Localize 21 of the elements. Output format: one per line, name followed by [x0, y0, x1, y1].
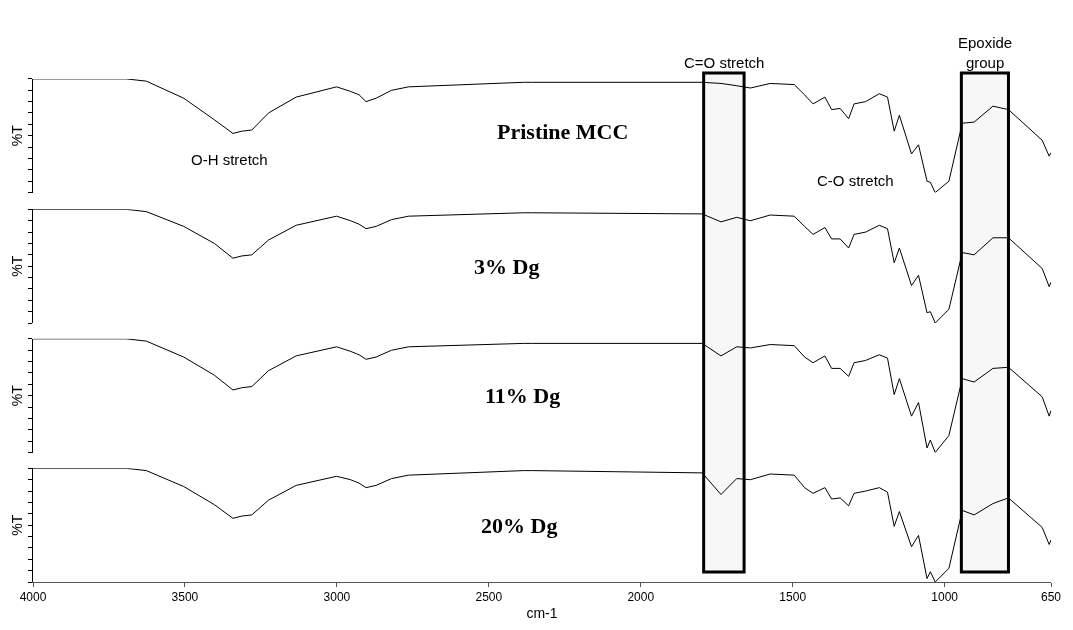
x-tick-label: 1000: [931, 590, 959, 605]
series-label: 11% Dg: [485, 383, 561, 408]
series-label: Pristine MCC: [497, 119, 629, 144]
x-axis-title: cm-1: [526, 604, 558, 621]
series-label: 3% Dg: [474, 254, 540, 279]
x-tick-label: 2500: [475, 590, 503, 605]
series-label: 20% Dg: [481, 513, 558, 538]
band-label: Epoxide group: [958, 34, 1013, 71]
x-tick-label: 1500: [779, 590, 807, 605]
y-axis-title: %T: [8, 514, 25, 536]
y-axis-title: %T: [8, 124, 25, 147]
y-axis-title: %T: [8, 384, 25, 407]
x-tick-label: 650: [1040, 590, 1062, 605]
x-tick-label: 4000: [19, 590, 47, 605]
annotation: C-O stretch: [817, 172, 894, 189]
band-label: C=O stretch: [684, 54, 765, 71]
x-tick-label: 3500: [171, 590, 199, 605]
x-tick-label: 2000: [627, 590, 655, 605]
x-tick-label: 3000: [323, 590, 351, 605]
annotation: O-H stretch: [191, 151, 268, 168]
y-axis-title: %T: [8, 255, 25, 277]
